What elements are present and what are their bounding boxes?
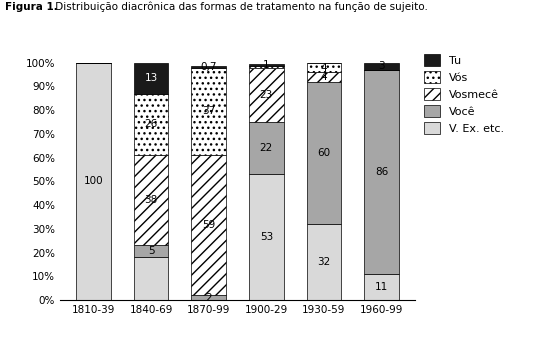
Text: 1: 1 xyxy=(263,60,270,70)
Text: 5: 5 xyxy=(148,246,155,256)
Text: 4: 4 xyxy=(321,63,327,72)
Bar xyxy=(307,82,341,224)
Bar xyxy=(249,122,283,174)
Bar xyxy=(134,94,168,155)
Text: 3: 3 xyxy=(378,61,385,71)
Bar xyxy=(192,295,226,300)
Bar xyxy=(249,174,283,300)
Text: 53: 53 xyxy=(260,232,273,242)
Text: 60: 60 xyxy=(317,148,330,158)
Bar xyxy=(307,72,341,82)
Text: 0,7: 0,7 xyxy=(200,62,217,72)
Text: 13: 13 xyxy=(145,73,158,83)
Text: 32: 32 xyxy=(317,257,330,267)
Bar xyxy=(307,224,341,300)
Text: 59: 59 xyxy=(202,220,215,230)
Text: 37: 37 xyxy=(202,106,215,116)
Bar xyxy=(76,63,111,300)
Text: 23: 23 xyxy=(260,90,273,100)
Text: 100: 100 xyxy=(84,176,103,186)
Text: Figura 1.: Figura 1. xyxy=(5,2,58,12)
Legend: Tu, Vós, Vosmecê, Você, V. Ex. etc.: Tu, Vós, Vosmecê, Você, V. Ex. etc. xyxy=(424,55,503,134)
Bar xyxy=(364,274,399,300)
Bar xyxy=(192,66,226,67)
Text: 2: 2 xyxy=(205,293,212,303)
Bar xyxy=(134,257,168,300)
Text: 38: 38 xyxy=(145,195,158,205)
Bar xyxy=(364,63,399,70)
Bar xyxy=(134,245,168,257)
Text: 11: 11 xyxy=(375,282,388,292)
Bar xyxy=(249,67,283,122)
Bar xyxy=(249,64,283,66)
Bar xyxy=(134,155,168,245)
Bar xyxy=(134,63,168,94)
Bar xyxy=(307,63,341,72)
Text: 26: 26 xyxy=(145,119,158,129)
Bar xyxy=(192,155,226,295)
Bar xyxy=(192,67,226,155)
Text: 22: 22 xyxy=(260,143,273,153)
Text: Distribuição diacrônica das formas de tratamento na função de sujeito.: Distribuição diacrônica das formas de tr… xyxy=(52,2,428,12)
Bar xyxy=(364,70,399,274)
Text: 4: 4 xyxy=(321,72,327,82)
Text: 86: 86 xyxy=(375,167,388,177)
Bar xyxy=(249,66,283,67)
